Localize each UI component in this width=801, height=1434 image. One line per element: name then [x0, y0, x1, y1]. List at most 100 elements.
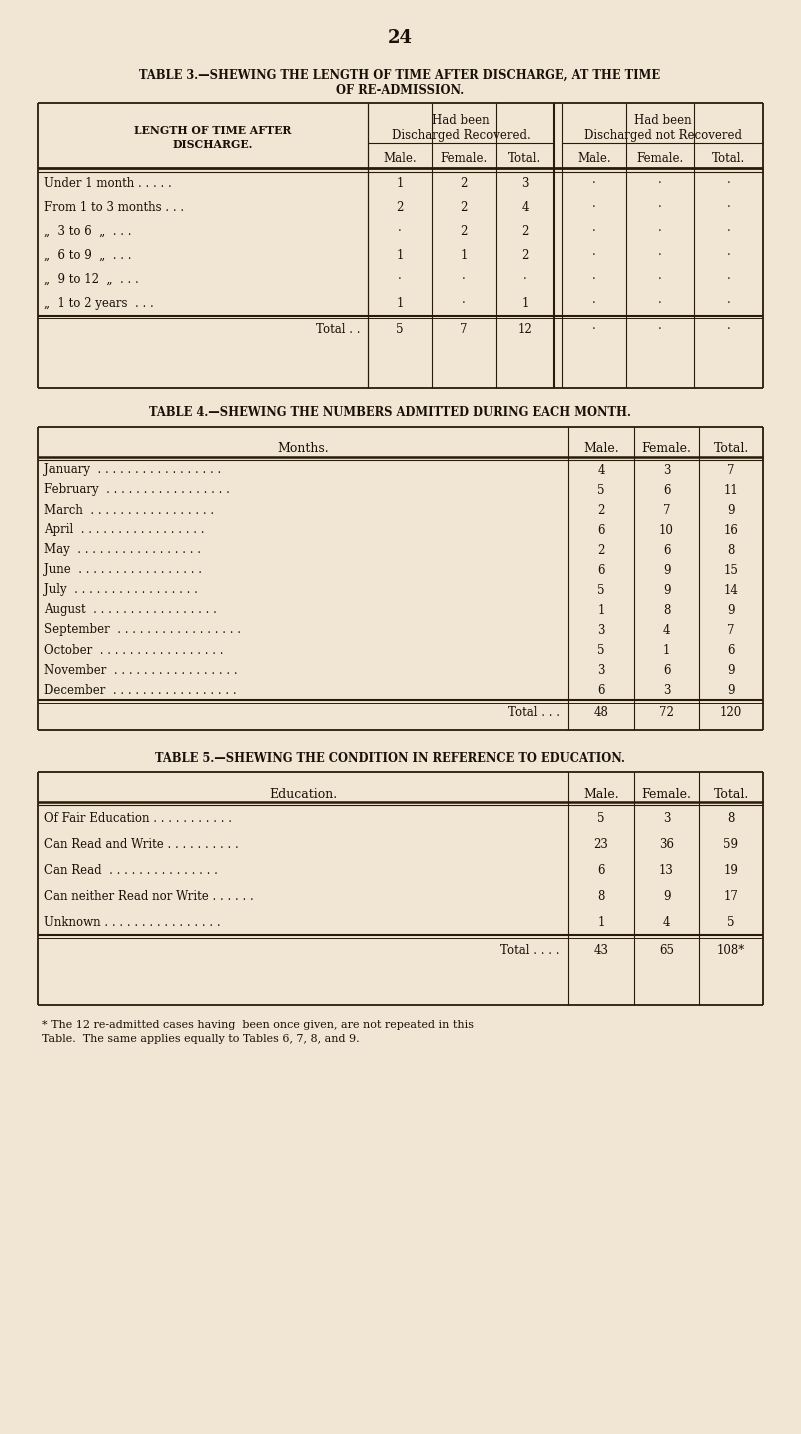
Text: 65: 65	[659, 944, 674, 956]
Text: 4: 4	[521, 201, 529, 214]
Text: ·: ·	[727, 272, 731, 285]
Text: 7: 7	[727, 463, 735, 476]
Text: „  1 to 2 years  . . .: „ 1 to 2 years . . .	[44, 297, 154, 310]
Text: 7: 7	[461, 323, 468, 336]
Text: Total . .: Total . .	[316, 323, 360, 336]
Text: 2: 2	[461, 225, 468, 238]
Text: 43: 43	[594, 944, 609, 956]
Text: 24: 24	[388, 29, 413, 47]
Text: Total.: Total.	[714, 443, 749, 456]
Text: Can Read and Write . . . . . . . . . .: Can Read and Write . . . . . . . . . .	[44, 837, 239, 850]
Text: 8: 8	[598, 889, 605, 902]
Text: 3: 3	[662, 812, 670, 825]
Text: 9: 9	[662, 584, 670, 597]
Text: ·: ·	[727, 225, 731, 238]
Text: TABLE 4.—SHEWING THE NUMBERS ADMITTED DURING EACH MONTH.: TABLE 4.—SHEWING THE NUMBERS ADMITTED DU…	[149, 406, 631, 419]
Text: Total.: Total.	[714, 787, 749, 800]
Text: Discharged not Recovered: Discharged not Recovered	[583, 129, 742, 142]
Text: 1: 1	[662, 644, 670, 657]
Text: DISCHARGE.: DISCHARGE.	[173, 139, 253, 151]
Text: April  . . . . . . . . . . . . . . . . .: April . . . . . . . . . . . . . . . . .	[44, 523, 204, 536]
Text: ·: ·	[658, 250, 662, 262]
Text: Female.: Female.	[642, 787, 691, 800]
Text: 6: 6	[598, 863, 605, 876]
Text: 108*: 108*	[717, 944, 745, 956]
Text: ·: ·	[727, 201, 731, 214]
Text: June  . . . . . . . . . . . . . . . . .: June . . . . . . . . . . . . . . . . .	[44, 564, 202, 576]
Text: 1: 1	[461, 250, 468, 262]
Text: 2: 2	[521, 225, 529, 238]
Text: January  . . . . . . . . . . . . . . . . .: January . . . . . . . . . . . . . . . . …	[44, 463, 221, 476]
Text: 8: 8	[727, 543, 735, 556]
Text: ·: ·	[592, 272, 596, 285]
Text: 6: 6	[662, 543, 670, 556]
Text: Male.: Male.	[583, 443, 619, 456]
Text: 3: 3	[662, 684, 670, 697]
Text: 4: 4	[662, 915, 670, 928]
Text: November  . . . . . . . . . . . . . . . . .: November . . . . . . . . . . . . . . . .…	[44, 664, 238, 677]
Text: 3: 3	[598, 624, 605, 637]
Text: 12: 12	[517, 323, 533, 336]
Text: October  . . . . . . . . . . . . . . . . .: October . . . . . . . . . . . . . . . . …	[44, 644, 223, 657]
Text: Total . . . .: Total . . . .	[501, 944, 560, 956]
Text: 3: 3	[521, 176, 529, 189]
Text: OF RE-ADMISSION.: OF RE-ADMISSION.	[336, 83, 464, 96]
Text: Under 1 month . . . . .: Under 1 month . . . . .	[44, 176, 171, 189]
Text: 17: 17	[723, 889, 739, 902]
Text: ·: ·	[727, 297, 731, 310]
Text: 2: 2	[461, 176, 468, 189]
Text: 2: 2	[396, 201, 404, 214]
Text: Female.: Female.	[642, 443, 691, 456]
Text: 9: 9	[662, 889, 670, 902]
Text: ·: ·	[658, 176, 662, 189]
Text: „  9 to 12  „  . . .: „ 9 to 12 „ . . .	[44, 272, 139, 285]
Text: 1: 1	[598, 915, 605, 928]
Text: March  . . . . . . . . . . . . . . . . .: March . . . . . . . . . . . . . . . . .	[44, 503, 214, 516]
Text: 23: 23	[594, 837, 609, 850]
Text: 5: 5	[727, 915, 735, 928]
Text: 9: 9	[727, 664, 735, 677]
Text: Unknown . . . . . . . . . . . . . . . .: Unknown . . . . . . . . . . . . . . . .	[44, 915, 220, 928]
Text: 6: 6	[598, 684, 605, 697]
Text: 6: 6	[598, 523, 605, 536]
Text: 9: 9	[727, 684, 735, 697]
Text: 6: 6	[662, 483, 670, 496]
Text: 4: 4	[662, 624, 670, 637]
Text: 8: 8	[727, 812, 735, 825]
Text: ·: ·	[658, 297, 662, 310]
Text: TABLE 5.—SHEWING THE CONDITION IN REFERENCE TO EDUCATION.: TABLE 5.—SHEWING THE CONDITION IN REFERE…	[155, 751, 625, 764]
Text: 6: 6	[662, 664, 670, 677]
Text: 120: 120	[720, 706, 742, 718]
Text: 2: 2	[598, 503, 605, 516]
Text: * The 12 re-admitted cases having  been once given, are not repeated in this: * The 12 re-admitted cases having been o…	[42, 1020, 474, 1030]
Text: ·: ·	[462, 297, 466, 310]
Text: 2: 2	[598, 543, 605, 556]
Text: 3: 3	[598, 664, 605, 677]
Text: Of Fair Education . . . . . . . . . . .: Of Fair Education . . . . . . . . . . .	[44, 812, 232, 825]
Text: 1: 1	[396, 176, 404, 189]
Text: ·: ·	[398, 225, 402, 238]
Text: ·: ·	[523, 272, 527, 285]
Text: ·: ·	[658, 225, 662, 238]
Text: 7: 7	[727, 624, 735, 637]
Text: 8: 8	[662, 604, 670, 617]
Text: September  . . . . . . . . . . . . . . . . .: September . . . . . . . . . . . . . . . …	[44, 624, 241, 637]
Text: Male.: Male.	[383, 152, 417, 165]
Text: 1: 1	[396, 297, 404, 310]
Text: ·: ·	[727, 323, 731, 336]
Text: 5: 5	[598, 584, 605, 597]
Text: Discharged Recovered.: Discharged Recovered.	[392, 129, 530, 142]
Text: 59: 59	[723, 837, 739, 850]
Text: 5: 5	[598, 644, 605, 657]
Text: 36: 36	[659, 837, 674, 850]
Text: Total . . .: Total . . .	[508, 706, 560, 718]
Text: 6: 6	[727, 644, 735, 657]
Text: ·: ·	[462, 272, 466, 285]
Text: 16: 16	[723, 523, 739, 536]
Text: 13: 13	[659, 863, 674, 876]
Text: 7: 7	[662, 503, 670, 516]
Text: 9: 9	[662, 564, 670, 576]
Text: ·: ·	[727, 250, 731, 262]
Text: Total.: Total.	[712, 152, 745, 165]
Text: May  . . . . . . . . . . . . . . . . .: May . . . . . . . . . . . . . . . . .	[44, 543, 201, 556]
